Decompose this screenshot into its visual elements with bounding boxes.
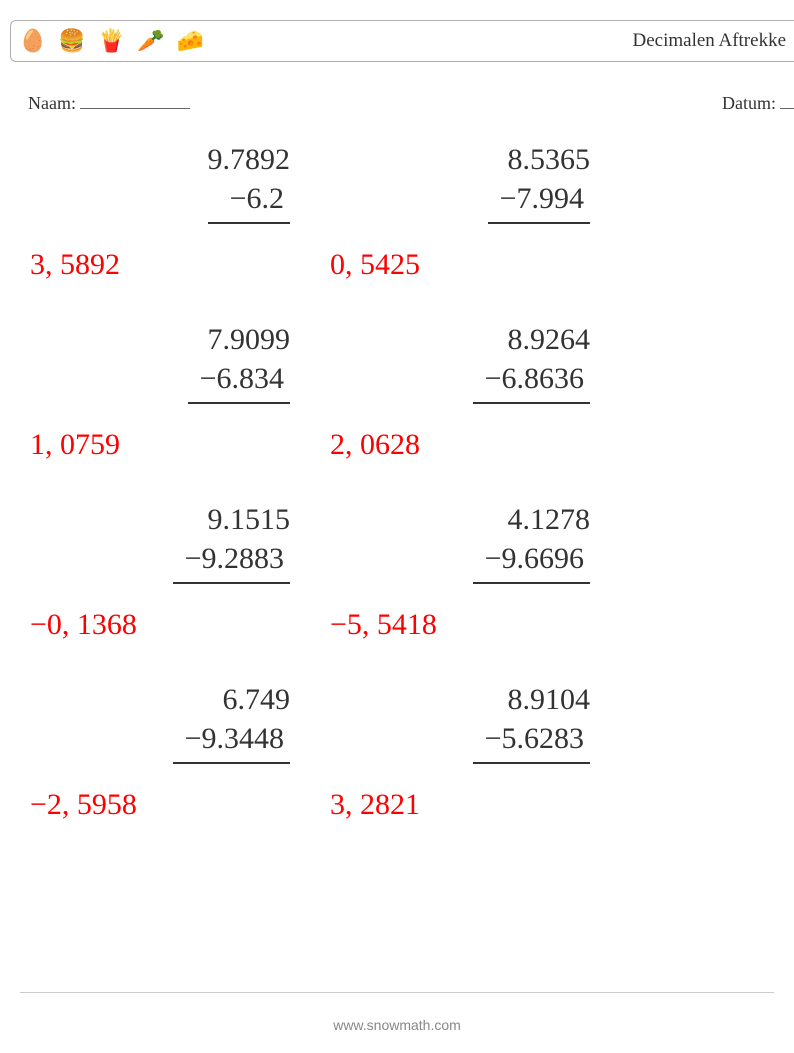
problem-cell: −6, 7 bbox=[640, 680, 794, 820]
minuend: 8.9104 bbox=[473, 680, 590, 719]
subtrahend: −6.834 bbox=[188, 359, 290, 404]
problem-cell: 8.5365−7.9940, 5425 bbox=[340, 140, 640, 280]
minuend: 4.1278 bbox=[473, 500, 590, 539]
date-label: Datum: bbox=[722, 93, 776, 114]
date-field: Datum: bbox=[722, 92, 794, 114]
answer: 0, 5425 bbox=[330, 248, 420, 282]
meta-row: Naam: Datum: bbox=[28, 92, 794, 114]
subtraction-stack: 8.5365−7.994 bbox=[488, 140, 590, 224]
problem-cell: 4.1278−9.6696−5, 5418 bbox=[340, 500, 640, 640]
minuend: 7.9099 bbox=[188, 320, 290, 359]
subtrahend: −9.3448 bbox=[173, 719, 290, 764]
problem-cell: 8.9264−6.86362, 0628 bbox=[340, 320, 640, 460]
answer: −0, 1368 bbox=[30, 608, 137, 642]
name-label: Naam: bbox=[28, 93, 76, 114]
page-title: Decimalen Aftrekke bbox=[632, 30, 786, 52]
minuend: 8.9264 bbox=[473, 320, 590, 359]
subtraction-stack: 7.9099−6.834 bbox=[188, 320, 290, 404]
problem-cell: 5, 4 bbox=[640, 320, 794, 460]
fries-icon: 🍟 bbox=[98, 28, 125, 54]
minuend: 9.7892 bbox=[208, 140, 291, 179]
carrot-icon: 🥕 bbox=[137, 28, 164, 54]
subtrahend: −9.2883 bbox=[173, 539, 290, 584]
name-field: Naam: bbox=[28, 92, 190, 114]
problem-cell: 9.1515−9.2883−0, 1368 bbox=[40, 500, 340, 640]
subtraction-stack: 6.749−9.3448 bbox=[173, 680, 290, 764]
minuend: 6.749 bbox=[173, 680, 290, 719]
date-blank bbox=[780, 92, 794, 109]
subtraction-stack: 8.9104−5.6283 bbox=[473, 680, 590, 764]
footer-rule bbox=[20, 992, 774, 993]
answer: −2, 5958 bbox=[30, 788, 137, 822]
answer: 3, 5892 bbox=[30, 248, 120, 282]
subtraction-stack: 9.7892−6.2 bbox=[208, 140, 291, 224]
problems-grid: 9.7892−6.23, 58928.5365−7.9940, 5425−3, … bbox=[40, 140, 794, 820]
burger-icon: 🍔 bbox=[58, 28, 85, 54]
minuend: 8.5365 bbox=[488, 140, 590, 179]
subtrahend: −5.6283 bbox=[473, 719, 590, 764]
subtrahend: −7.994 bbox=[488, 179, 590, 224]
problem-cell: −3, 2 bbox=[640, 140, 794, 280]
problem-cell: 9.7892−6.23, 5892 bbox=[40, 140, 340, 280]
subtraction-stack: 4.1278−9.6696 bbox=[473, 500, 590, 584]
problem-cell: 7.9099−6.8341, 0759 bbox=[40, 320, 340, 460]
name-blank bbox=[80, 92, 190, 109]
footer-url: www.snowmath.com bbox=[0, 1017, 794, 1033]
problem-cell: 8.9104−5.62833, 2821 bbox=[340, 680, 640, 820]
subtrahend: −6.2 bbox=[208, 179, 291, 224]
subtrahend: −6.8636 bbox=[473, 359, 590, 404]
header-icons: 🥚 🍔 🍟 🥕 🧀 bbox=[19, 28, 204, 54]
answer: −5, 5418 bbox=[330, 608, 437, 642]
header-bar: 🥚 🍔 🍟 🥕 🧀 Decimalen Aftrekke bbox=[10, 20, 794, 62]
answer: 3, 2821 bbox=[330, 788, 420, 822]
cheese-icon: 🧀 bbox=[177, 28, 204, 54]
worksheet-page: 🥚 🍔 🍟 🥕 🧀 Decimalen Aftrekke Naam: Datum… bbox=[0, 0, 794, 1053]
egg-icon: 🥚 bbox=[19, 28, 46, 54]
problem-cell: 6.749−9.3448−2, 5958 bbox=[40, 680, 340, 820]
answer: 1, 0759 bbox=[30, 428, 120, 462]
subtraction-stack: 9.1515−9.2883 bbox=[173, 500, 290, 584]
problem-cell: −5, 9 bbox=[640, 500, 794, 640]
answer: 2, 0628 bbox=[330, 428, 420, 462]
minuend: 9.1515 bbox=[173, 500, 290, 539]
subtrahend: −9.6696 bbox=[473, 539, 590, 584]
subtraction-stack: 8.9264−6.8636 bbox=[473, 320, 590, 404]
